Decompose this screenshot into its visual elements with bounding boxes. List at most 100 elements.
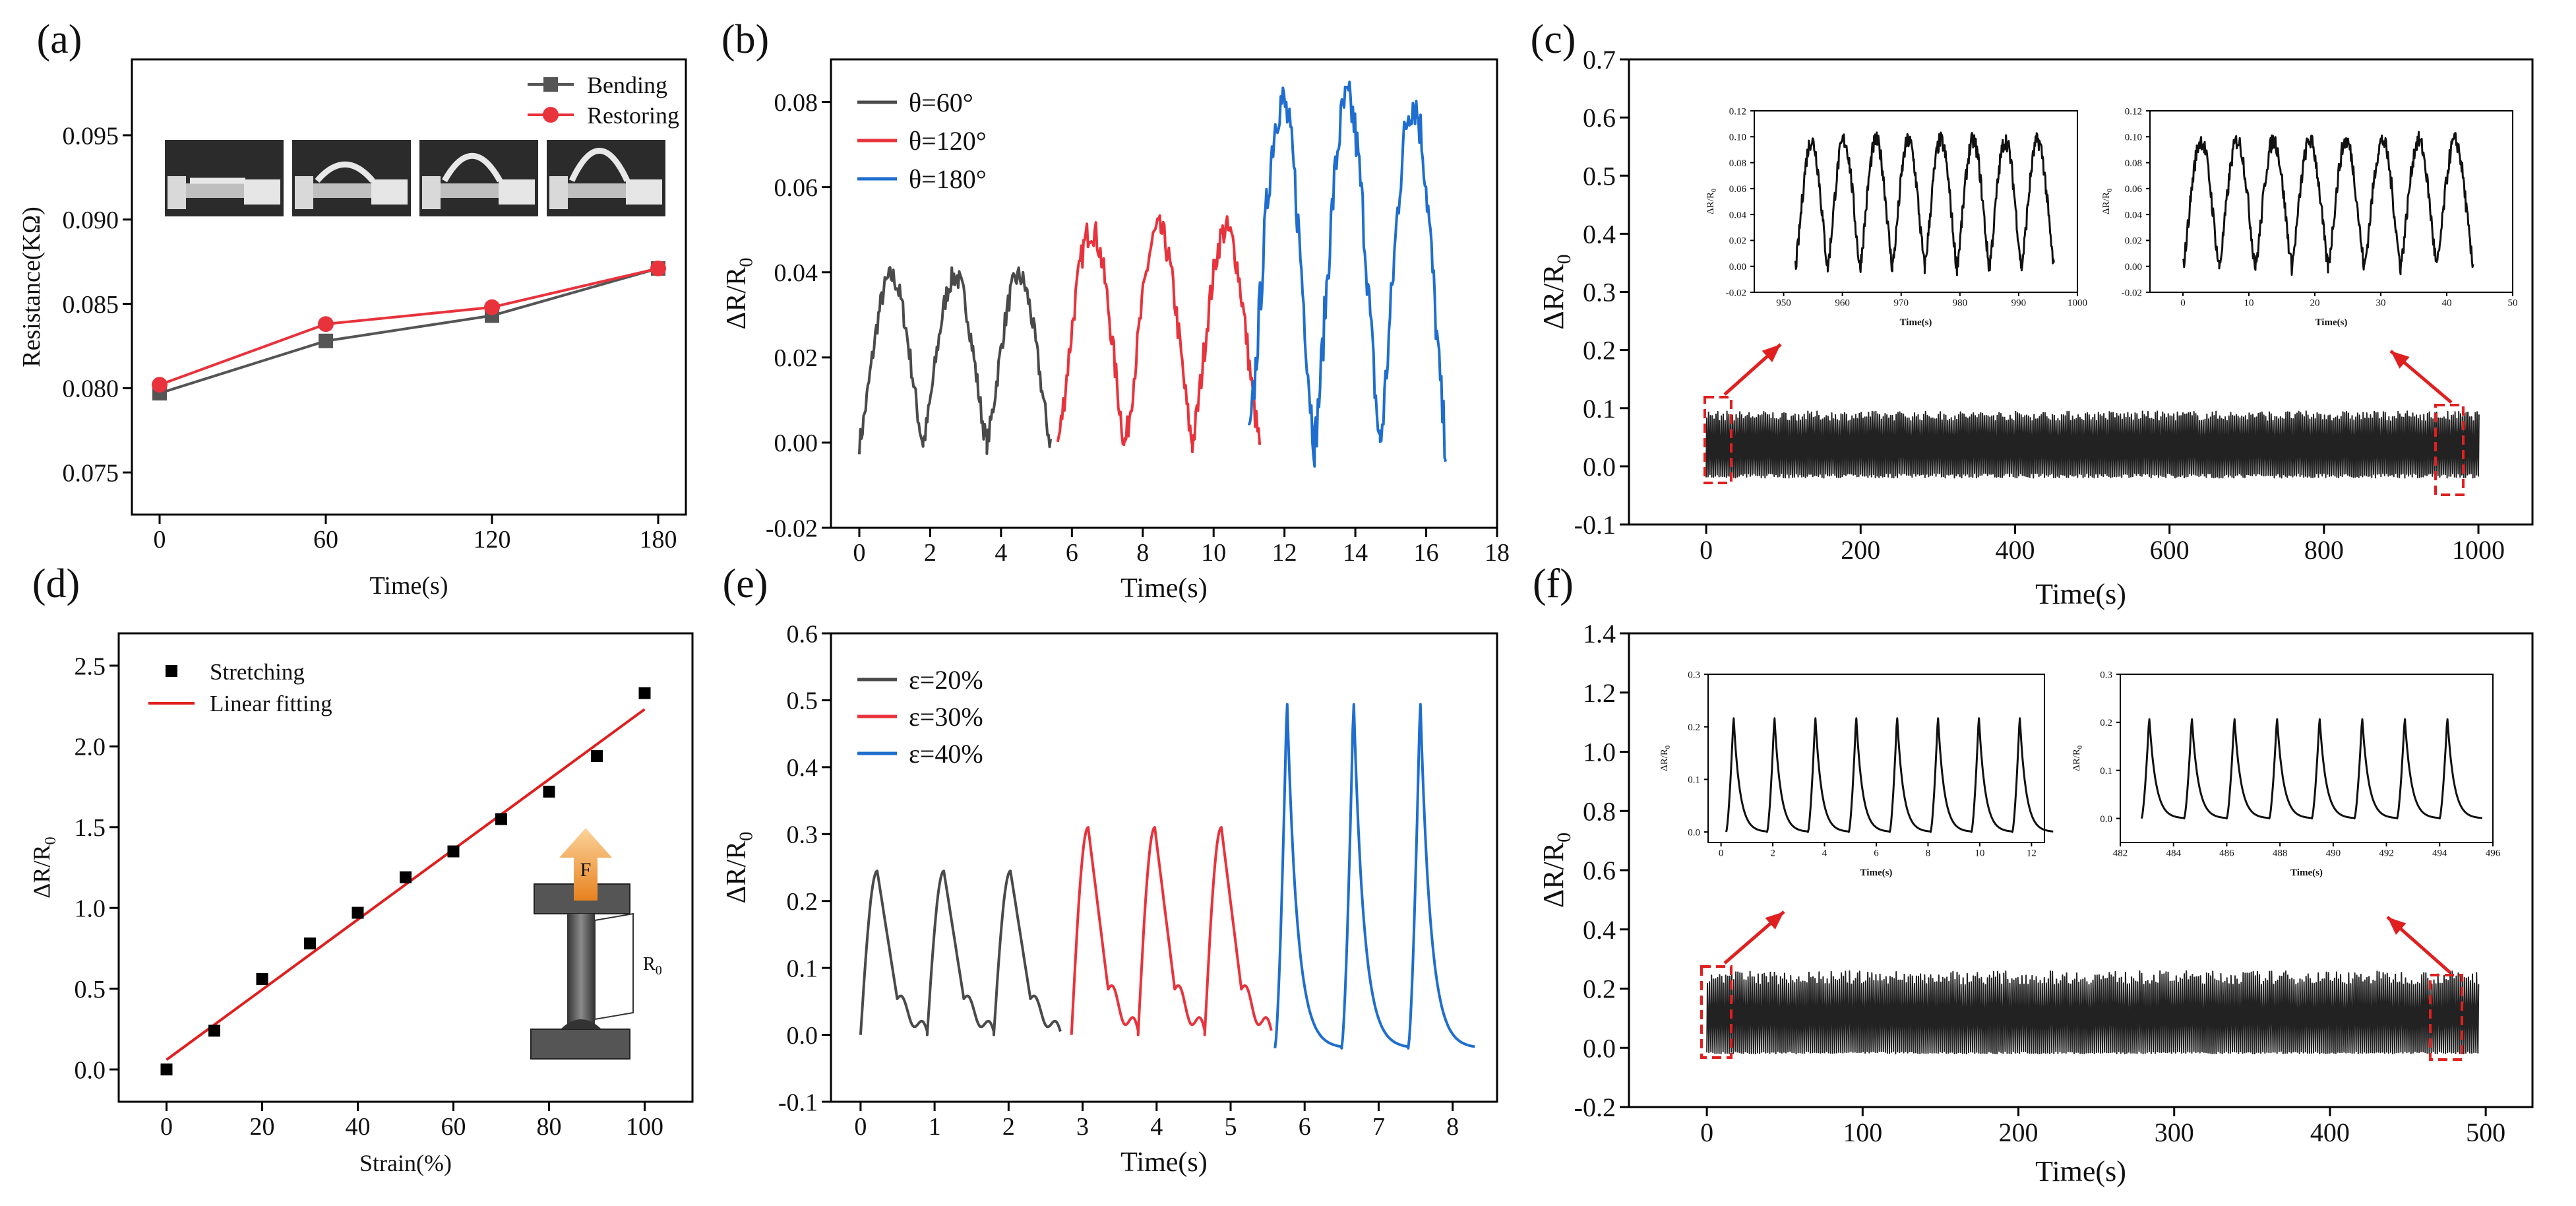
- inset-y-label: ΔR/R0: [2071, 746, 2084, 771]
- x-tick-label: 40: [2442, 298, 2452, 308]
- x-tick-label: 800: [2304, 535, 2344, 565]
- x-tick-label: 500: [2466, 1118, 2505, 1147]
- dense-cycle-trace: [1706, 970, 2480, 1055]
- y-tick-label: 0.5: [787, 687, 818, 715]
- zoom-arrow-head: [1762, 344, 1781, 363]
- photo-clamp-right: [499, 179, 535, 205]
- x-tick-label: 484: [2166, 848, 2181, 858]
- y-tick-label: 0.0: [2100, 814, 2112, 825]
- resistance-panel: [594, 912, 634, 1021]
- inset-y-label-text: ΔR/R0: [1659, 746, 1672, 771]
- x-tick-label: 1000: [2068, 298, 2087, 308]
- inset-c-left: 950 960 970 980 990 1000 -0.02 0.00 0.02 0.04 0.06…: [1705, 106, 2087, 328]
- plot-frame: [117, 632, 694, 1103]
- x-tick-label: 14: [1343, 539, 1368, 567]
- data-point: [484, 299, 500, 315]
- plots-layer: 0 60 120 1800.0750.0800.0850.0900.095(a)Tim…: [18, 17, 2534, 1188]
- specimen-bar: [567, 914, 595, 1029]
- y-tick-label: 1.2: [1583, 678, 1616, 708]
- x-tick-label: 60: [313, 526, 338, 554]
- y-tick-label: 0.04: [2125, 210, 2143, 220]
- y-tick-label: 0.1: [2100, 766, 2112, 777]
- photo-sample: [568, 148, 630, 182]
- y-tick-label: 0.06: [1729, 184, 1747, 195]
- data-point: [495, 813, 507, 825]
- y-axis-label: Resistance(KΩ): [18, 206, 46, 367]
- series-line-2: [1247, 80, 1448, 468]
- x-tick-label: 980: [1953, 298, 1968, 308]
- tensile-specimen-illustration: R0 F: [530, 828, 662, 1060]
- y-tick-label: 0.5: [75, 976, 106, 1003]
- inset-x-label: Time(s): [2315, 317, 2348, 328]
- x-tick-label: 4: [995, 539, 1007, 567]
- y-tick-label: 0.090: [63, 206, 119, 234]
- y-axis-label-sub: 0: [1553, 833, 1575, 842]
- x-tick-label: 18: [1485, 539, 1510, 567]
- y-axis-label-main: ΔR/R: [721, 267, 752, 330]
- x-tick-label: 40: [346, 1113, 371, 1141]
- x-tick-label: 0: [154, 526, 166, 554]
- photo-clamp-right: [371, 179, 408, 205]
- y-axis-label-sub: 0: [42, 837, 59, 844]
- x-tick-label: 1: [929, 1113, 941, 1141]
- x-tick-label: 12: [1272, 539, 1297, 567]
- inset-y-label-text: ΔR/R0: [2101, 189, 2114, 214]
- series-line-0: [859, 870, 1062, 1036]
- y-tick-label: 0.2: [787, 888, 818, 916]
- zoom-arrow-head: [1765, 912, 1784, 930]
- y-tick-label: -0.02: [1726, 288, 1746, 298]
- x-axis-label: Time(s): [370, 572, 448, 600]
- y-axis-label: ΔR/R0: [28, 837, 59, 898]
- data-point: [152, 377, 168, 393]
- legend-label: Bending: [587, 72, 667, 98]
- x-tick-label: 10: [1201, 539, 1226, 567]
- x-tick-label: 0: [1719, 848, 1724, 858]
- data-point: [447, 845, 460, 858]
- inset-f-right: 482 484 486 488 490 492 494 496 0.0 0.1 0.2 0.3 Time…: [2071, 670, 2501, 878]
- y-tick-label: 1.0: [75, 895, 106, 923]
- inset-photo: [165, 140, 284, 216]
- y-tick-label: 0.085: [63, 291, 119, 319]
- inset-y-label-main: ΔR/R: [1659, 749, 1670, 771]
- x-tick-label: 6: [1299, 1113, 1311, 1141]
- y-axis-label-text: ΔR/R0: [721, 258, 757, 330]
- x-tick-label: 6: [1874, 848, 1879, 858]
- plot-frame: [2120, 674, 2494, 843]
- x-tick-label: 300: [2155, 1118, 2194, 1147]
- series-line-1: [1070, 826, 1273, 1036]
- panel-label-f: (f): [1533, 561, 1574, 606]
- y-tick-label: 1.0: [1583, 738, 1616, 767]
- y-axis-label-main: ΔR/R: [28, 845, 55, 899]
- y-tick-label: 0.0: [1583, 452, 1616, 482]
- y-axis-label: ΔR/R0: [721, 832, 757, 904]
- y-tick-label: 0.1: [787, 955, 818, 982]
- photo-clamp-left: [168, 176, 186, 209]
- y-tick-label: 0.10: [1729, 133, 1746, 143]
- y-tick-label: -0.1: [1574, 510, 1616, 540]
- x-tick-label: 494: [2432, 848, 2447, 858]
- y-tick-label: 0.02: [2125, 236, 2142, 247]
- plot-frame: [1754, 110, 2078, 293]
- inset-y-label: ΔR/R0: [1659, 746, 1672, 771]
- y-tick-label: -0.02: [2122, 288, 2142, 298]
- plot-frame: [830, 632, 1498, 1103]
- x-tick-label: 1000: [2452, 535, 2505, 565]
- x-tick-label: 60: [441, 1113, 466, 1141]
- inset-trace: [1725, 717, 2054, 833]
- y-axis-label-text: ΔR/R0: [1537, 254, 1575, 329]
- x-tick-label: 200: [1841, 535, 1880, 565]
- zoom-arrow-head: [2387, 917, 2407, 936]
- y-tick-label: 0.0: [787, 1022, 818, 1050]
- y-tick-label: 0.080: [63, 375, 119, 403]
- x-tick-label: 80: [537, 1113, 562, 1141]
- inset-trace: [1794, 131, 2055, 276]
- inset-y-label-sub: 0: [2077, 746, 2084, 749]
- x-tick-label: 30: [2376, 298, 2386, 308]
- data-point: [591, 750, 603, 763]
- data-point: [650, 260, 666, 276]
- data-point: [318, 316, 334, 333]
- panel-f: 0 100 200 300 400 500-0.20.00.20.40.60.81.01.…: [1533, 561, 2534, 1188]
- x-tick-label: 400: [2310, 1118, 2350, 1147]
- x-tick-label: 600: [2150, 535, 2190, 565]
- x-tick-label: 0: [1700, 1118, 1713, 1147]
